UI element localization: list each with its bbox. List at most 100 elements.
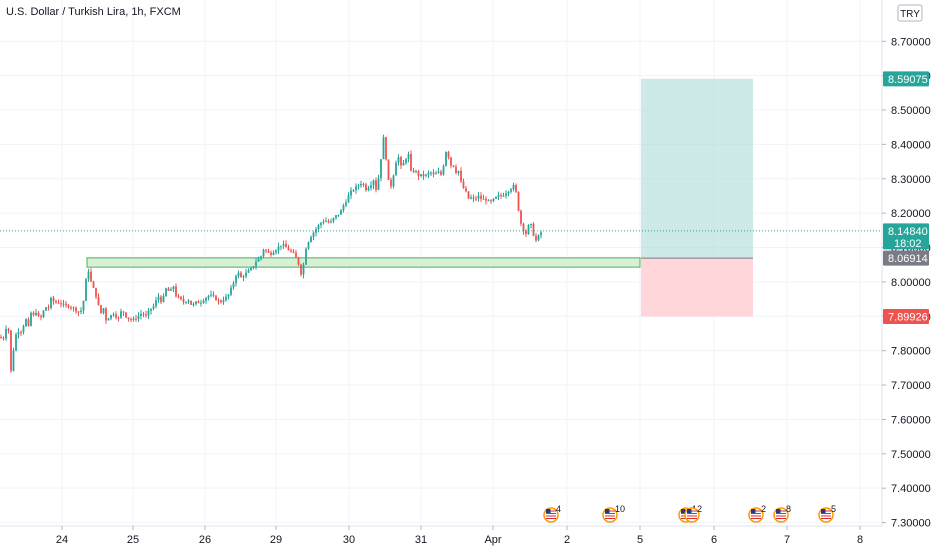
candle-body [330,221,332,223]
candle-135 [337,214,340,218]
currency-badge[interactable]: TRY [897,4,923,22]
candle-147 [367,185,370,192]
candle-90 [225,293,227,302]
candle-body [32,312,35,315]
time-tick-label: 5 [637,534,643,546]
candle-body [540,232,542,236]
candle-66 [165,287,167,297]
candle-52 [130,317,132,323]
price-tick-label: 7.40000 [891,483,931,495]
time-tick-label: 30 [343,534,355,546]
economic-event-us-flag[interactable]: 8 [773,504,791,523]
candle-109 [272,250,275,256]
event-count: 5 [831,504,836,514]
economic-event-us-flag[interactable]: 5 [818,504,836,523]
flag-canton [751,509,756,513]
time-axis[interactable]: 24 25 26 29 30 31 Apr 2 5 6 7 8 [56,526,863,546]
candle-body [435,173,437,175]
candle-body [505,193,507,196]
candle-body [2,338,5,340]
candle-body [477,195,480,199]
candle-body [332,218,335,222]
candle-body [242,276,245,278]
candle-22 [55,299,57,304]
candle-151 [377,174,380,191]
candle-body [487,200,490,202]
candle-115 [287,244,290,251]
economic-event-us-flag[interactable]: 2 [684,504,702,523]
candle-214 [535,233,537,243]
candle-85 [212,291,215,298]
candle-82 [205,296,207,304]
support-zone[interactable] [86,257,641,268]
candle-133 [332,217,335,224]
price-axis[interactable]: 8.700008.600008.500008.400008.300008.200… [882,36,931,530]
candlestick-series [0,134,542,373]
candle-body [197,301,200,304]
candle-72 [180,295,182,301]
price-tick-label: 8.20000 [891,208,931,220]
chart-title: U.S. Dollar / Turkish Lira, 1h, FXCM [6,6,181,18]
candle-207 [517,191,520,212]
candle-16 [40,314,42,321]
candle-body [50,297,52,308]
candle-170 [425,173,427,178]
candle-body [7,328,10,331]
candle-body [447,151,450,158]
candle-15 [37,310,40,318]
target-zone[interactable] [641,78,753,259]
stop-zone[interactable] [641,258,753,317]
candle-56 [140,309,142,320]
candle-body [142,313,145,315]
price-tick-label: 8.00000 [891,277,931,289]
candle-84 [210,290,212,298]
candle-body [282,244,285,246]
economic-event-us-flag[interactable]: 2 [748,504,766,523]
time-tick-label: Apr [484,534,501,546]
candle-122 [305,247,307,265]
candle-163 [407,151,410,163]
candle-body [340,210,342,215]
candle-164 [410,150,412,172]
candle-86 [215,294,217,301]
stop-price-tag-box [883,309,929,325]
candle-body [392,175,395,187]
event-count: 4 [556,504,561,514]
candle-97 [242,274,245,282]
target-price-tag[interactable]: 8.59075 [883,71,929,87]
flag-canton [546,509,551,513]
candle-33 [82,300,85,314]
zones [86,78,753,317]
candle-40 [100,304,102,315]
economic-event-us-flag[interactable]: 10 [602,504,625,523]
candle-212 [530,223,532,229]
currency-badge-box [897,4,923,22]
economic-event-us-flag[interactable]: 4 [543,504,561,523]
stop-price-tag[interactable]: 7.89926 [883,309,929,325]
candle-body [102,308,105,313]
candle-10 [25,318,27,328]
candle-113 [282,240,285,249]
candle-89 [222,296,225,305]
candle-94 [235,274,237,287]
candle-body [265,249,267,251]
candle-60 [150,308,152,315]
candle-41 [102,308,105,315]
entry-price-tag[interactable]: 8.06914 [883,250,929,266]
candle-body [335,215,337,219]
candle-17 [42,310,45,319]
price-tick-label: 7.30000 [891,518,931,530]
candle-body [255,261,257,267]
flag-canton [605,509,610,513]
candle-168 [420,174,422,178]
candle-117 [292,249,295,254]
candle-186 [465,186,467,193]
candle-body [92,281,95,288]
candle-body [472,197,475,199]
candle-137 [342,203,345,213]
candle-body [47,307,50,309]
candle-96 [240,271,242,278]
candle-body [17,332,20,335]
